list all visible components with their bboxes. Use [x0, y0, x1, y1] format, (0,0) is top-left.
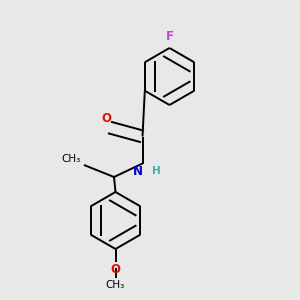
Text: CH₃: CH₃ — [62, 154, 81, 164]
Text: CH₃: CH₃ — [106, 280, 125, 290]
Text: O: O — [110, 263, 121, 276]
Text: N: N — [133, 165, 142, 178]
Text: O: O — [101, 112, 111, 125]
Text: F: F — [166, 31, 173, 44]
Text: H: H — [152, 167, 160, 176]
